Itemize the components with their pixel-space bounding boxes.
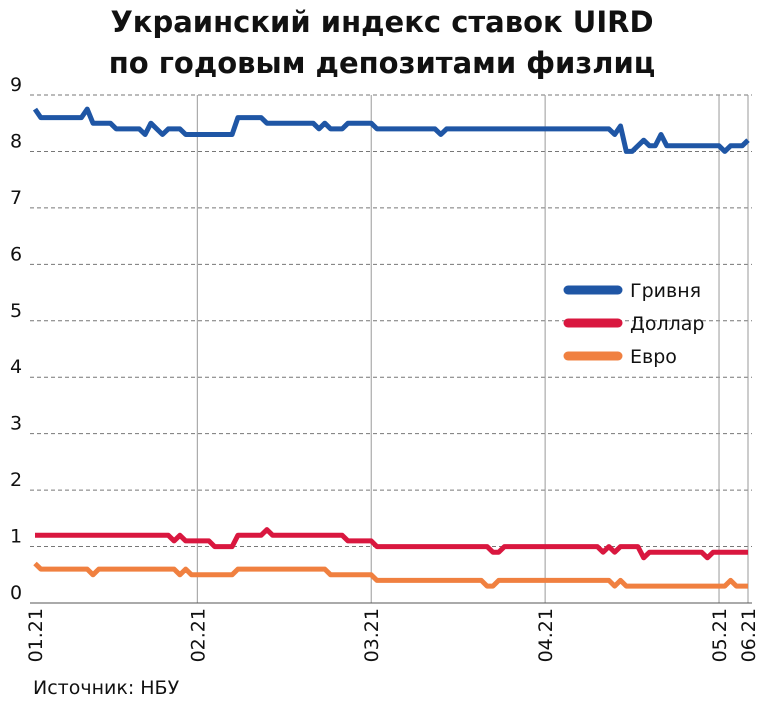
line: [35, 527, 748, 561]
x-tick-label: 05.21: [709, 608, 731, 662]
y-tick-label: 4: [10, 356, 22, 378]
y-tick-label: 9: [10, 74, 22, 96]
x-tick-label: 06.21: [738, 608, 760, 662]
source: Источник: НБУ: [33, 677, 180, 699]
y-tick-label: 3: [10, 413, 22, 435]
y-tick-label: 2: [10, 469, 22, 491]
y-tick-label: 7: [10, 187, 22, 209]
legend-label: Евро: [630, 346, 677, 368]
y-tick-label: 8: [10, 130, 22, 152]
x-tick-label: 01.21: [25, 608, 47, 662]
legend-label: Доллар: [630, 313, 704, 335]
y-tick-label: 1: [10, 526, 22, 548]
line: [33, 561, 748, 589]
chart-title: Украинский индекс ставок UIRD: [110, 5, 653, 39]
legend-label: Гривня: [630, 280, 701, 302]
y-tick-label: 6: [10, 243, 22, 265]
x-tick-label: 04.21: [535, 608, 557, 662]
x-tick-label: 02.21: [187, 608, 209, 662]
y-tick-label: 5: [10, 300, 22, 322]
chart-title: по годовым депозитами физлиц: [109, 46, 656, 80]
line: [32, 106, 750, 154]
y-tick-label: 0: [10, 582, 22, 604]
x-tick-label: 03.21: [361, 608, 383, 662]
